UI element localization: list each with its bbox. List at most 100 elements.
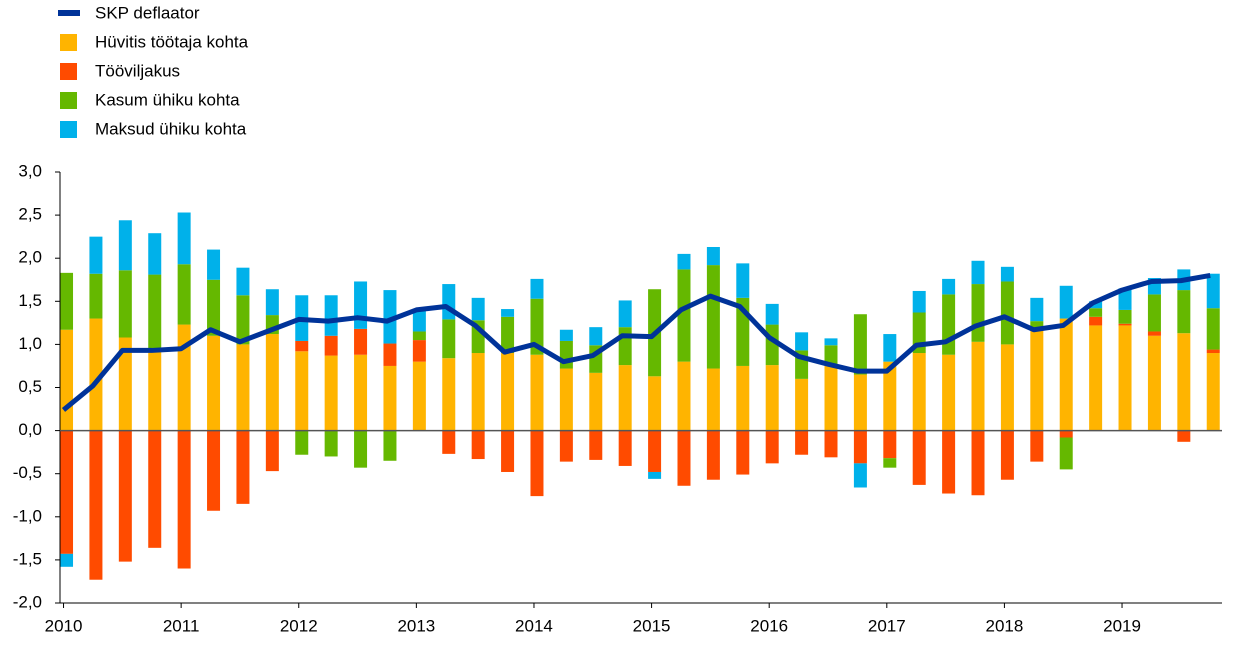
bar (618, 300, 632, 328)
bar (177, 430, 191, 569)
bar (442, 319, 456, 359)
bar (971, 341, 985, 431)
bar (1147, 331, 1161, 336)
bar (1206, 349, 1220, 354)
bar (765, 430, 779, 464)
bar (148, 233, 162, 275)
y-tick-label: 3,0 (18, 161, 42, 180)
bar (177, 264, 191, 325)
bar (60, 329, 74, 431)
bar (177, 212, 191, 265)
bar (942, 278, 956, 295)
bar (1059, 430, 1073, 438)
bar (118, 220, 132, 271)
x-tick-label: 2015 (633, 616, 671, 635)
bar (971, 260, 985, 285)
bar (942, 354, 956, 431)
x-tick-label: 2019 (1103, 616, 1141, 635)
bar (148, 274, 162, 349)
bar (501, 353, 515, 431)
bar (883, 334, 897, 362)
bar (324, 295, 338, 336)
bar (1089, 301, 1103, 309)
bar (265, 334, 279, 431)
bar (736, 263, 750, 298)
bar (1147, 335, 1161, 431)
bar (236, 267, 250, 296)
x-tick-label: 2013 (397, 616, 435, 635)
bar (354, 328, 368, 355)
y-tick-label: 1,5 (18, 291, 42, 310)
bar (265, 289, 279, 316)
bar (1147, 294, 1161, 332)
bar (383, 290, 397, 344)
bar (1118, 309, 1132, 324)
bar (824, 430, 838, 458)
bar (706, 430, 720, 480)
bar (412, 331, 426, 341)
bar (706, 265, 720, 369)
bar (971, 430, 985, 496)
bar (383, 343, 397, 366)
bar (530, 278, 544, 299)
bar (1059, 318, 1073, 431)
legend-label: Hüvitis töötaja kohta (95, 32, 249, 51)
bar (530, 298, 544, 355)
bar (207, 249, 221, 280)
y-tick-label: 0,5 (18, 377, 42, 396)
bar (530, 430, 544, 497)
bar (1000, 344, 1014, 431)
bar (883, 458, 897, 468)
legend-label: Maksud ühiku kohta (95, 119, 247, 138)
y-tick-label: 0,0 (18, 420, 42, 439)
bar (354, 281, 368, 329)
bar (236, 344, 250, 431)
x-tick-label: 2011 (163, 616, 200, 635)
bar (383, 365, 397, 431)
bar (412, 361, 426, 431)
bar (706, 368, 720, 431)
bar (501, 309, 515, 317)
bar (912, 290, 926, 313)
bar (795, 332, 809, 351)
bar (207, 279, 221, 336)
bar (942, 430, 956, 494)
bar (60, 272, 74, 330)
bar (442, 358, 456, 431)
bar (412, 309, 426, 332)
bar (324, 355, 338, 431)
bar (1030, 321, 1044, 330)
bar (295, 340, 309, 352)
bar (648, 430, 662, 472)
bar (618, 430, 632, 466)
bar (912, 353, 926, 431)
bar (1177, 430, 1191, 442)
x-tick-label: 2016 (750, 616, 788, 635)
bar (1177, 333, 1191, 431)
bar (89, 318, 103, 431)
bar (295, 430, 309, 455)
bar (765, 365, 779, 431)
bar (118, 430, 132, 562)
bar (89, 273, 103, 319)
bar (795, 430, 809, 455)
x-tick-label: 2018 (986, 616, 1024, 635)
bar (589, 430, 603, 460)
bar (648, 376, 662, 431)
bar (853, 463, 867, 488)
bar (118, 270, 132, 338)
bar (1089, 325, 1103, 431)
bar (1206, 353, 1220, 431)
bar (971, 284, 985, 342)
bar (207, 430, 221, 511)
bar (1000, 430, 1014, 480)
bar (618, 327, 632, 366)
x-tick-label: 2012 (280, 616, 318, 635)
bar (354, 354, 368, 431)
x-tick-label: 2010 (45, 616, 83, 635)
bar (60, 553, 74, 567)
bar (736, 430, 750, 475)
legend-swatch (60, 63, 77, 80)
bar (1089, 308, 1103, 317)
bar (148, 430, 162, 548)
